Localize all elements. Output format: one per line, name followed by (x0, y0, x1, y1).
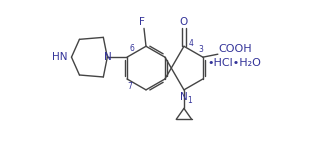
Text: N: N (105, 52, 112, 62)
Text: 7: 7 (128, 82, 132, 91)
Text: N: N (180, 92, 188, 102)
Text: 3: 3 (198, 45, 203, 54)
Text: O: O (180, 17, 188, 27)
Text: COOH: COOH (218, 44, 252, 54)
Text: •HCl•H₂O: •HCl•H₂O (208, 58, 262, 68)
Text: 1: 1 (187, 96, 192, 105)
Text: 6: 6 (129, 44, 135, 53)
Text: HN: HN (52, 52, 67, 62)
Text: F: F (139, 18, 145, 27)
Text: 4: 4 (188, 39, 193, 48)
